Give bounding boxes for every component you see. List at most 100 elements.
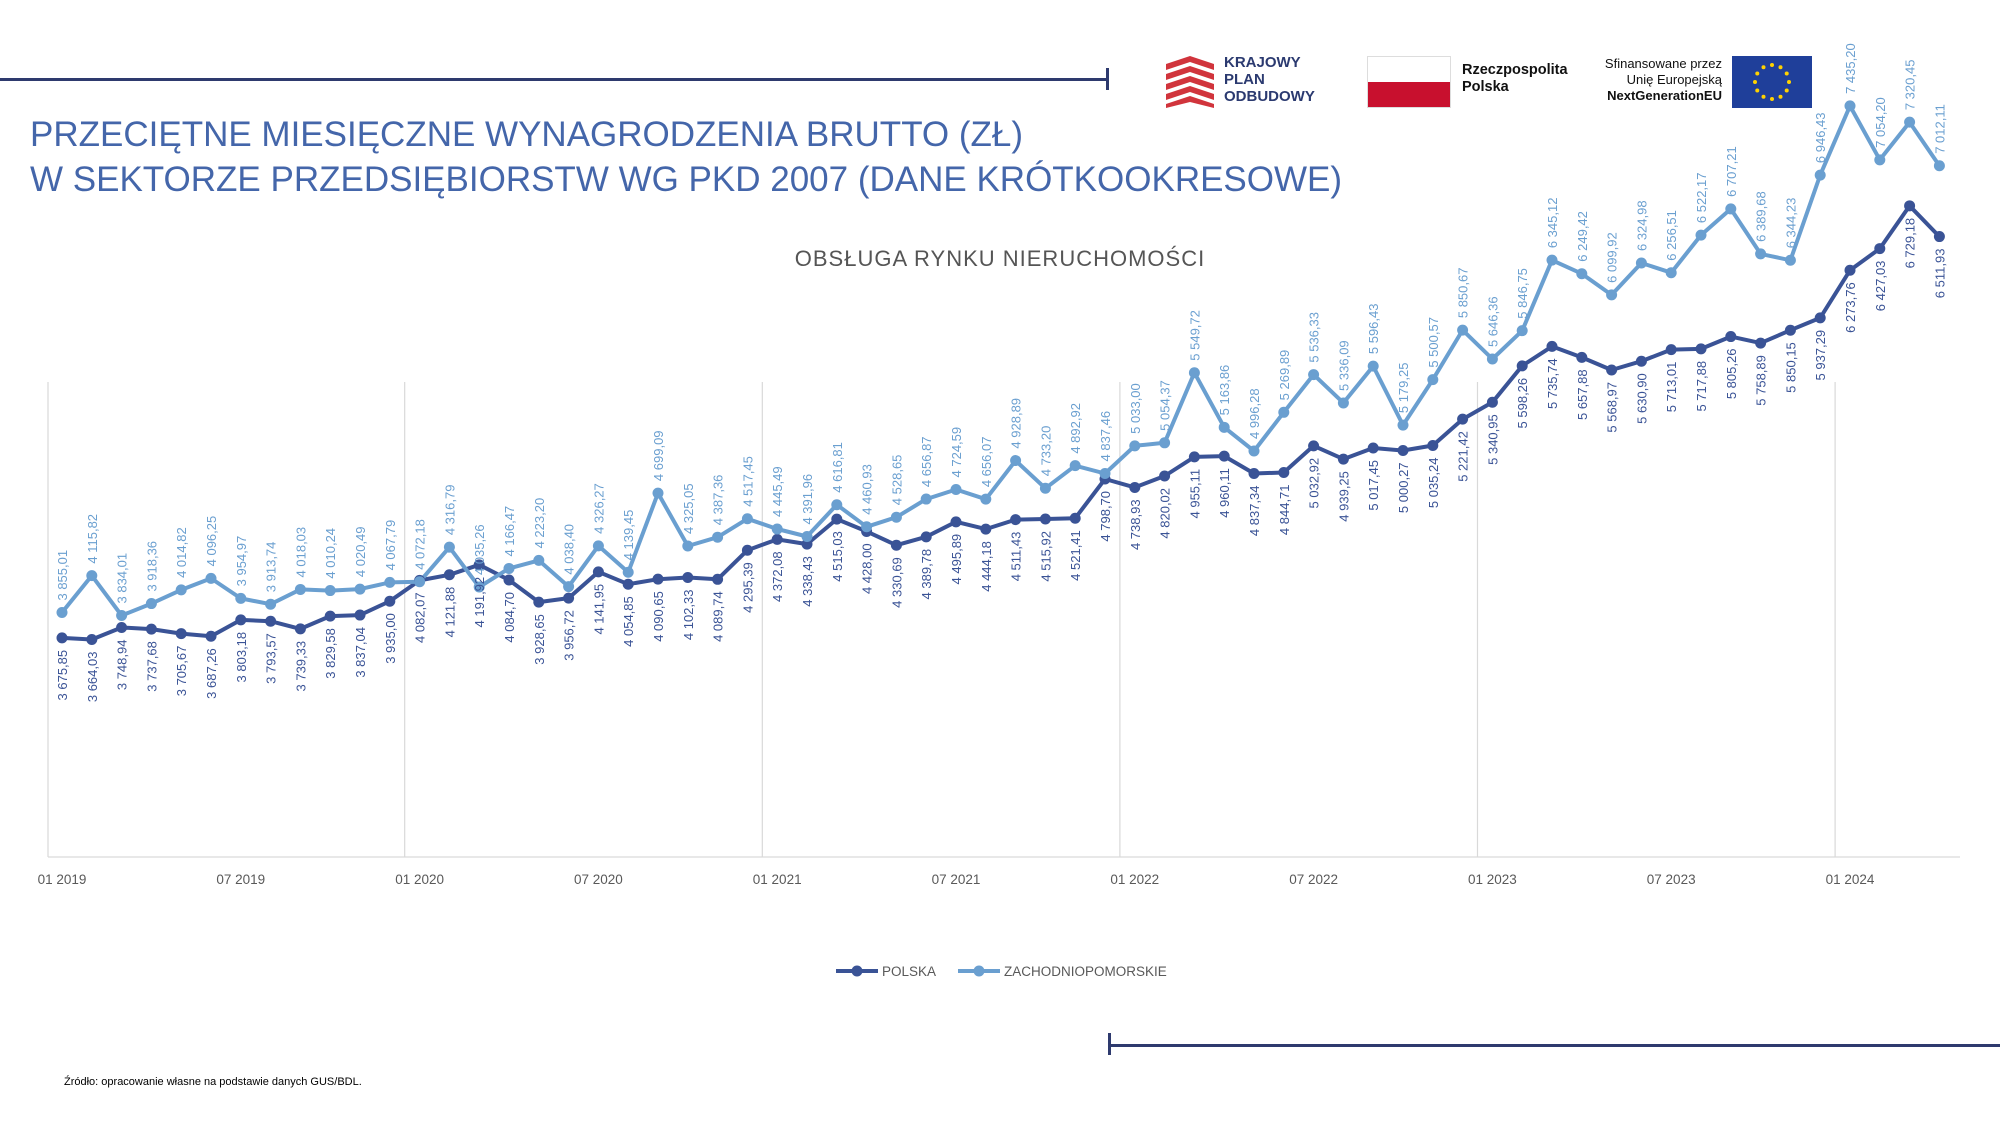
data-label-polska: 3 687,26 [204,648,219,699]
point-zachodniopomorskie [1695,229,1707,241]
point-polska [1010,514,1022,526]
data-label-polska: 4 798,70 [1098,491,1113,542]
point-polska [503,574,515,586]
page-title-line-1: PRZECIĘTNE MIESIĘCZNE WYNAGRODZENIA BRUT… [30,115,1024,154]
data-label-polska: 6 729,18 [1903,218,1918,269]
data-label-zachodniopomorskie: 5 336,09 [1336,340,1351,391]
data-label-zachodniopomorskie: 3 834,01 [115,553,130,604]
x-tick-label: 01 2021 [753,872,802,887]
data-label-zachodniopomorskie: 4 223,20 [532,498,547,549]
page-title: PRZECIĘTNE MIESIĘCZNE WYNAGRODZENIA BRUT… [30,112,1530,202]
chart-legend: POLSKA ZACHODNIOPOMORSKIE [836,964,1167,979]
data-label-zachodniopomorskie: 4 316,79 [442,485,457,536]
eu-logo-text: Sfinansowane przez Unię Europejską NextG… [1592,56,1722,104]
point-zachodniopomorskie [1039,482,1051,494]
point-polska [1755,337,1767,349]
point-polska [473,559,485,571]
point-zachodniopomorskie [1755,248,1767,260]
point-polska [682,572,694,584]
point-polska [294,623,306,635]
kpo-logo: KRAJOWY PLAN ODBUDOWY [1162,54,1362,110]
data-label-polska: 6 511,93 [1932,249,1947,299]
data-label-zachodniopomorskie: 4 020,49 [353,526,368,577]
data-label-polska: 3 705,67 [174,646,189,697]
data-label-polska: 4 090,65 [651,591,666,642]
point-zachodniopomorskie [145,598,157,610]
data-label-zachodniopomorskie: 5 179,25 [1396,363,1411,414]
data-label-polska: 5 017,45 [1366,460,1381,511]
data-label-polska: 3 748,94 [115,640,130,691]
bottom-rule-tick [1108,1033,1111,1055]
point-zachodniopomorskie [1397,419,1409,431]
eu-line-3: NextGenerationEU [1607,88,1722,103]
data-label-zachodniopomorskie: 5 596,43 [1366,303,1381,354]
data-label-zachodniopomorskie: 6 324,98 [1634,200,1649,251]
data-label-zachodniopomorskie: 4 699,09 [651,430,666,481]
data-label-polska: 4 939,25 [1336,471,1351,522]
data-label-zachodniopomorskie: 4 996,28 [1247,388,1262,439]
legend-label: POLSKA [882,964,936,979]
data-label-zachodniopomorskie: 4 139,45 [621,510,636,561]
legend-label: ZACHODNIOPOMORSKIE [1004,964,1167,979]
point-zachodniopomorskie [1516,325,1528,337]
top-rule [0,78,1108,81]
point-zachodniopomorskie [622,566,634,578]
point-zachodniopomorskie [563,581,575,593]
point-zachodniopomorskie [1576,268,1588,280]
eu-line-2: Unię Europejską [1626,72,1722,87]
point-zachodniopomorskie [503,562,515,574]
point-polska [622,578,634,590]
x-tick-label: 07 2023 [1647,872,1696,887]
point-zachodniopomorskie [890,511,902,523]
data-label-zachodniopomorskie: 6 256,51 [1664,210,1679,261]
x-axis: 01 2019 07 2019 01 2020 07 2020 01 2021 07 20… [38,856,1960,887]
data-label-polska: 5 850,15 [1783,342,1798,393]
data-label-zachodniopomorskie: 6 344,23 [1783,198,1798,249]
point-polska [1486,396,1498,408]
point-polska [1159,470,1171,482]
data-label-polska: 4 837,34 [1247,486,1262,537]
data-label-polska: 3 793,57 [264,633,279,684]
data-label-zachodniopomorskie: 7 435,20 [1843,43,1858,94]
data-label-zachodniopomorskie: 4 018,03 [293,527,308,578]
point-polska [563,592,575,604]
data-label-polska: 4 444,18 [979,541,994,592]
kpo-emblem-icon [1166,56,1214,108]
pl-line-2: Polska [1462,79,1509,95]
point-polska [205,630,217,642]
point-zachodniopomorskie [324,585,336,597]
point-polska [324,610,336,622]
point-polska [354,609,366,621]
point-zachodniopomorskie [1725,203,1737,215]
point-zachodniopomorskie [592,540,604,552]
point-polska [1784,324,1796,336]
point-zachodniopomorskie [950,483,962,495]
point-polska [1874,243,1886,255]
data-label-zachodniopomorskie: 6 389,68 [1754,191,1769,242]
data-label-polska: 4 191,92 [472,577,487,628]
data-label-polska: 4 084,70 [502,592,517,643]
data-label-polska: 6 273,76 [1843,282,1858,333]
point-zachodniopomorskie [1874,154,1886,166]
point-zachodniopomorskie [443,541,455,553]
data-labels: 3 675,85 3 664,03 3 748,94 3 737,68 3 705,67… [55,43,1947,702]
point-polska [56,632,68,644]
point-polska [235,614,247,626]
kpo-line-2: PLAN [1224,71,1265,88]
data-label-zachodniopomorskie: 4 072,18 [413,519,428,570]
point-zachodniopomorskie [205,572,217,584]
data-label-zachodniopomorskie: 4 391,96 [800,474,815,525]
kpo-line-1: KRAJOWY [1224,54,1301,71]
point-zachodniopomorskie [1367,360,1379,372]
point-polska [1725,331,1737,343]
point-polska [145,623,157,635]
point-zachodniopomorskie [831,499,843,511]
data-label-polska: 4 960,11 [1217,468,1232,518]
point-zachodniopomorskie [1188,367,1200,379]
data-label-polska: 4 102,33 [681,590,696,641]
data-label-polska: 6 427,03 [1873,261,1888,312]
point-polska [1933,231,1945,243]
data-label-zachodniopomorskie: 4 067,79 [383,520,398,571]
point-polska [1695,343,1707,355]
